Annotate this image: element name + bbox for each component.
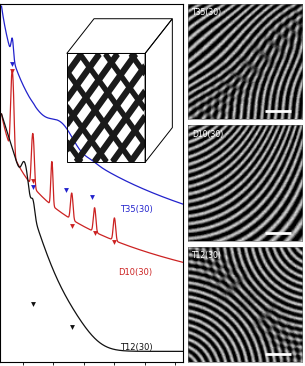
Text: T12(30): T12(30): [192, 251, 222, 260]
Text: T35(30): T35(30): [120, 205, 152, 214]
Text: D10(30): D10(30): [118, 269, 152, 277]
Text: D10(30): D10(30): [192, 130, 223, 139]
Text: T12(30): T12(30): [120, 343, 152, 351]
Text: T35(30): T35(30): [192, 8, 222, 17]
